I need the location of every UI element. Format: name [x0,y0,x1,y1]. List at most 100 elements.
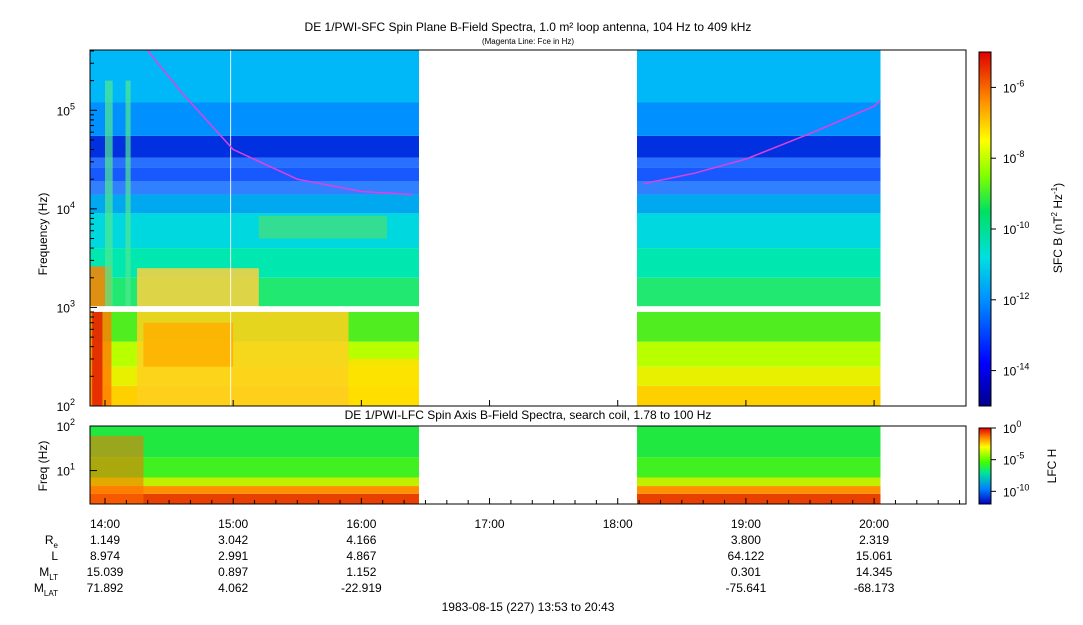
sfc-y-tick-label: 104 [57,200,75,217]
time-range-footer: 1983-08-15 (227) 13:53 to 20:43 [442,600,615,614]
sfc-band [636,157,881,168]
sfc-band [636,213,881,249]
chart-title: DE 1/PWI-SFC Spin Plane B-Field Spectra,… [305,20,752,34]
time-tick-label: 17:00 [475,517,505,531]
time-tick-label: 16:00 [346,517,376,531]
sfc-band [636,102,881,136]
lfc-band [90,426,420,458]
sfc-colorbar [978,51,992,407]
sfc-colorbar-tick-label: 10-6 [1003,78,1024,95]
sfc-y-label: Frequency (Hz) [36,193,50,276]
sfc-band [90,50,420,103]
lfc-emission [90,435,144,504]
time-tick-label: 18:00 [603,517,633,531]
sfc-colorbar-tick-label: 10-10 [1003,220,1029,237]
ephemeris-value: 14.345 [856,565,893,579]
ephemeris-value: 2.319 [859,533,889,547]
ephemeris-value: 64.122 [728,549,765,563]
sfc-emission [258,215,387,239]
ephemeris-value: 3.042 [218,533,248,547]
lfc-colorbar-label: LFC H [1045,449,1059,484]
ephemeris-value: -75.641 [726,581,767,595]
sfc-band [636,277,881,308]
ephemeris-row-label: Re [45,533,59,550]
ephemeris-value: 0.301 [731,565,761,579]
sfc-emission [92,307,103,406]
sfc-band [636,167,881,182]
sfc-band [90,157,420,168]
lfc-y-tick-label: 101 [57,462,75,479]
sfc-spectrogram [90,50,966,406]
time-axis: 14:00 15:00 16:00 17:00 18:00 19:00 20:00 [90,400,961,531]
sfc-colorbar-tick-label: 10-14 [1003,362,1029,379]
fce-line [146,50,413,196]
lfc-band [636,477,881,487]
ephemeris-value: 3.800 [731,533,761,547]
sfc-colorbar-label: SFC B (nT2 Hz-1) [1050,183,1065,273]
ephemeris-value: 0.897 [218,565,248,579]
sfc-emission [125,80,131,308]
lfc-band [90,486,420,494]
lfc-data-gap [419,426,637,504]
sfc-emission [137,268,259,308]
sfc-y-tick-label: 102 [57,397,75,414]
sfc-band [636,181,881,195]
sfc-y-tick-label: 105 [57,101,75,118]
fce-line [643,100,881,185]
sfc-colorbar-tick-label: 10-12 [1003,291,1029,308]
sfc-y-tick-label: 103 [57,298,75,315]
ephemeris-value: 8.974 [90,549,120,563]
sfc-plot-frame [89,49,967,407]
ephemeris-value: 4.062 [218,581,248,595]
lfc-colorbar-axis: 100 10-5 10-10 [991,419,1029,499]
ephemeris-value: 2.991 [218,549,248,563]
lfc-colorbar-tick-label: 100 [1003,419,1021,436]
sfc-emission [143,322,234,367]
lfc-colorbar-tick-label: 10-10 [1003,482,1029,499]
sfc-data-gap [419,50,637,406]
sfc-band [636,50,881,103]
ephemeris-value: 4.867 [346,549,376,563]
ephemeris-row-label: MLAT [34,581,58,598]
sfc-band [636,194,881,214]
sfc-colorbar-tick-label: 10-8 [1003,149,1024,166]
ephemeris-value: 15.039 [87,565,124,579]
time-tick-label: 14:00 [90,517,120,531]
time-tick-label: 15:00 [218,517,248,531]
lfc-colorbar [978,427,992,505]
sfc-band [90,167,420,182]
sfc-band [636,135,881,158]
lfc-spectrogram [90,426,966,504]
lfc-plot-frame [89,425,967,505]
lower-panel-title: DE 1/PWI-LFC Spin Axis B-Field Spectra, … [345,408,712,422]
chart-subtitle: (Magenta Line: Fce in Hz) [482,37,574,46]
fce-line-group [146,50,881,196]
lfc-y-tick-label: 102 [57,417,75,434]
sfc-band [636,385,881,406]
sfc-data-gap [880,50,966,406]
ephemeris-value: 71.892 [87,581,124,595]
sfc-y-axis: 102 103 104 105 [57,50,97,414]
lfc-band [90,493,420,504]
sfc-band [90,102,420,136]
sfc-band [90,135,420,158]
sfc-band [636,366,881,386]
sfc-band [90,181,420,195]
time-tick-label: 19:00 [731,517,761,531]
lfc-band [636,493,881,504]
ephemeris-value: 4.166 [346,533,376,547]
ephemeris-row-label: L [51,549,58,563]
sfc-band [636,309,881,342]
ephemeris-row-label: MLT [39,565,58,582]
sfc-colorbar-axis: 10-6 10-8 10-10 10-12 10-14 [991,78,1029,379]
sfc-band [90,194,420,214]
lfc-band [90,477,420,487]
ephemeris-value: 15.061 [856,549,893,563]
sfc-emission [348,358,420,406]
sfc-band [636,248,881,278]
lfc-y-axis: 101 102 [57,417,97,479]
lfc-colorbar-tick-label: 10-5 [1003,451,1024,468]
